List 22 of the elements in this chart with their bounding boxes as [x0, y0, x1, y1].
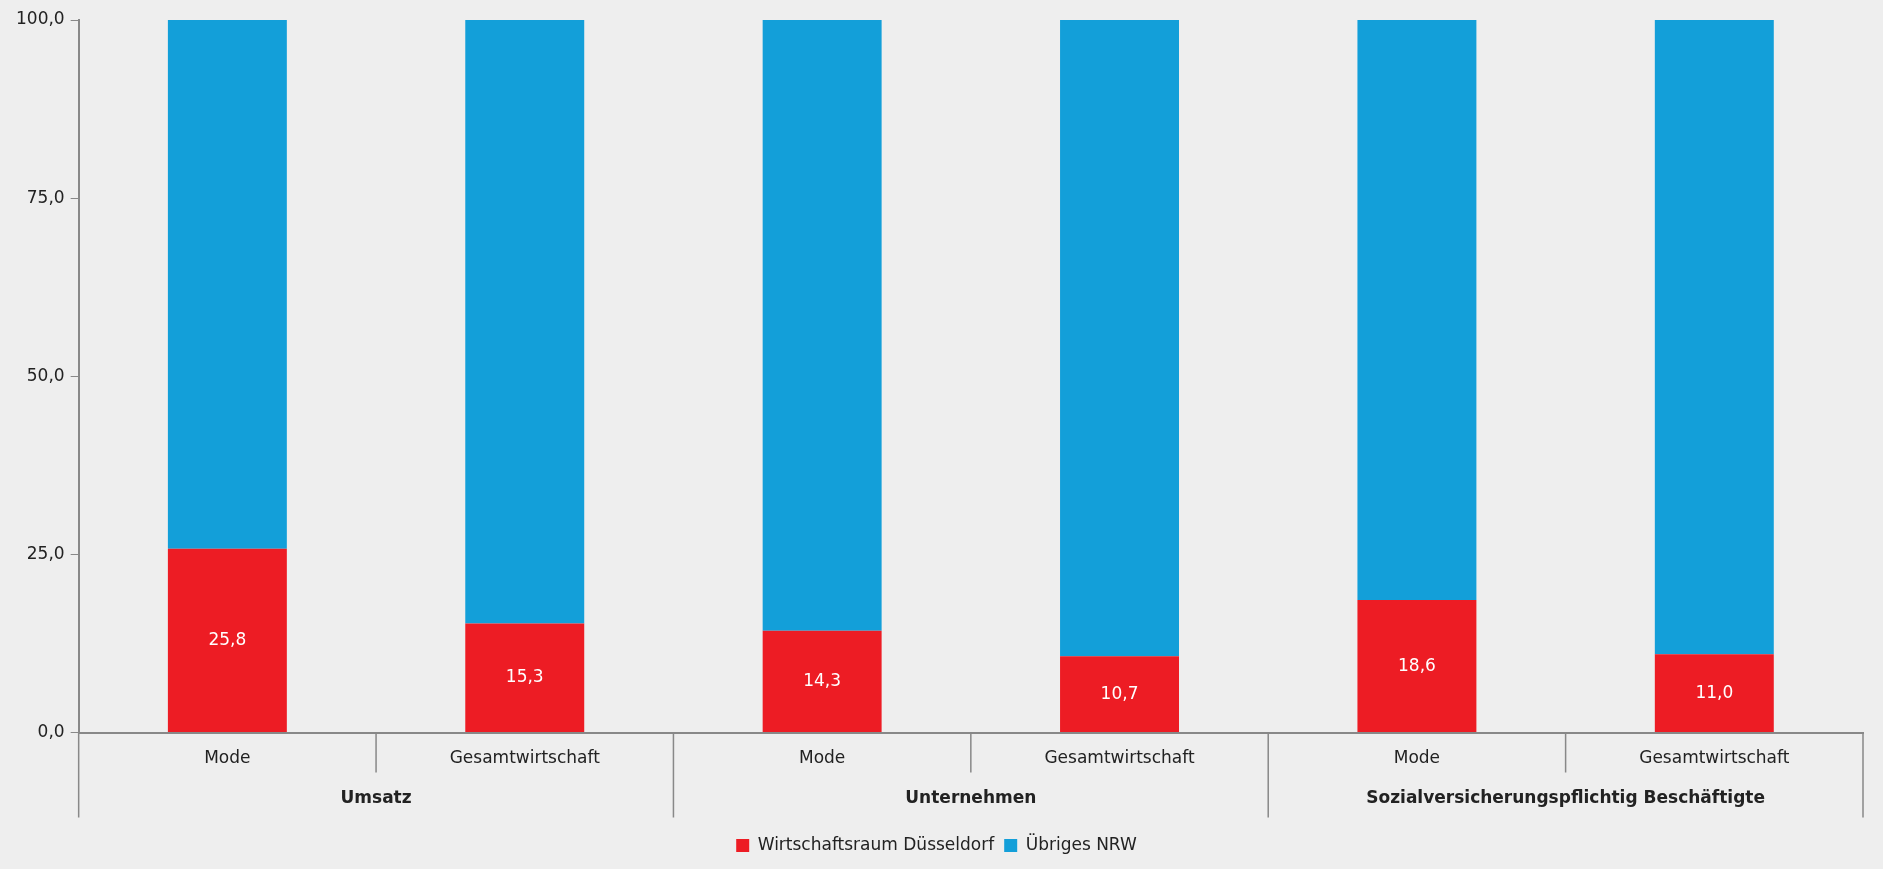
y-tick-label: 0,0: [37, 721, 65, 742]
text: Umsatz: [340, 787, 412, 808]
text: Unternehmen: [905, 787, 1037, 808]
y-tick-label: 75,0: [26, 186, 65, 207]
data-label: 15,3: [505, 666, 544, 687]
x-tick-label: Gesamtwirtschaft: [1044, 747, 1195, 768]
x-tick-label: Mode: [1393, 747, 1441, 768]
data-label: 14,3: [803, 669, 842, 690]
data-label: 25,8: [208, 628, 247, 649]
x-tick-label: Mode: [798, 747, 846, 768]
legend-label: Wirtschaftsraum Düsseldorf: [757, 833, 996, 854]
y-tick-label: 50,0: [26, 364, 65, 385]
data-label: 11,0: [1695, 681, 1734, 702]
data-label: 18,6: [1397, 654, 1436, 675]
x-tick-label: Mode: [204, 747, 251, 768]
legend-label: Übriges NRW: [1025, 832, 1137, 854]
text: Sozialversicherungspflichtig Beschäftigte: [1366, 787, 1765, 808]
x-tick-label: Gesamtwirtschaft: [449, 747, 601, 768]
y-tick-label: 25,0: [26, 542, 65, 563]
data-label: 10,7: [1100, 682, 1139, 703]
y-tick-label: 100,0: [16, 8, 65, 29]
x-tick-label: Gesamtwirtschaft: [1639, 747, 1790, 768]
